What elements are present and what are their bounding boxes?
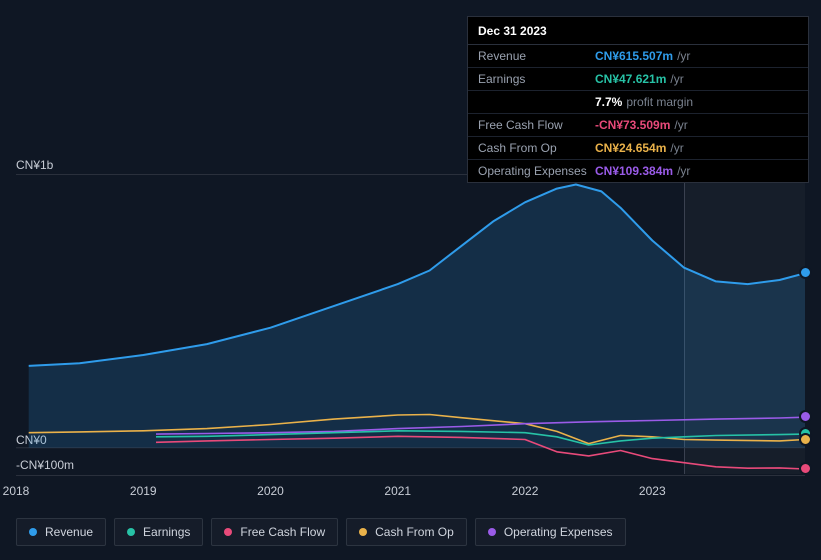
x-axis-tick: 2021 [384,484,411,498]
tooltip-row-label: Revenue [478,49,595,63]
legend-item-operating-expenses[interactable]: Operating Expenses [475,518,626,546]
chart-area: CN¥1b CN¥0 -CN¥100m [16,158,805,480]
legend-item-label: Revenue [45,525,93,539]
tooltip-date: Dec 31 2023 [468,17,808,45]
x-axis-tick: 2018 [3,484,30,498]
tooltip-row-label: Cash From Op [478,141,595,155]
tooltip-row-value: -CN¥73.509m/yr [595,118,688,132]
revenue-area [29,185,805,448]
legend-dot-icon [359,528,367,536]
series-end-dot [799,266,812,279]
chart-legend: Revenue Earnings Free Cash Flow Cash From O… [16,518,626,546]
tooltip-row-label: Free Cash Flow [478,118,595,132]
x-axis-tick: 2020 [257,484,284,498]
legend-item-earnings[interactable]: Earnings [114,518,203,546]
x-axis-tick: 2023 [639,484,666,498]
chart-tooltip: Dec 31 2023 RevenueCN¥615.507m/yrEarning… [467,16,809,183]
legend-item-label: Free Cash Flow [240,525,325,539]
legend-item-label: Operating Expenses [504,525,613,539]
y-axis-label-top: CN¥1b [16,158,53,172]
tooltip-row-label: Earnings [478,72,595,86]
legend-dot-icon [488,528,496,536]
tooltip-row: RevenueCN¥615.507m/yr [468,45,808,68]
legend-item-label: Cash From Op [375,525,454,539]
tooltip-row: Cash From OpCN¥24.654m/yr [468,137,808,160]
tooltip-row-label [478,95,595,109]
legend-item-free-cash-flow[interactable]: Free Cash Flow [211,518,338,546]
tooltip-row-value: CN¥615.507m/yr [595,49,690,63]
tooltip-row: 7.7%profit margin [468,91,808,114]
x-axis-tick: 2019 [130,484,157,498]
tooltip-row-value: CN¥109.384m/yr [595,164,690,178]
series-end-dot [799,462,812,475]
tooltip-row-value: CN¥47.621m/yr [595,72,684,86]
chart-plot[interactable] [16,174,805,476]
tooltip-row: Operating ExpensesCN¥109.384m/yr [468,160,808,182]
series-end-dot [799,410,812,423]
legend-dot-icon [127,528,135,536]
x-axis: 201820192020202120222023 [16,484,805,502]
legend-item-label: Earnings [143,525,190,539]
series-end-dot [799,433,812,446]
legend-item-revenue[interactable]: Revenue [16,518,106,546]
legend-dot-icon [224,528,232,536]
legend-item-cash-from-op[interactable]: Cash From Op [346,518,467,546]
x-axis-tick: 2022 [512,484,539,498]
tooltip-row: Free Cash Flow-CN¥73.509m/yr [468,114,808,137]
tooltip-row-value: CN¥24.654m/yr [595,141,684,155]
legend-dot-icon [29,528,37,536]
tooltip-row-value: 7.7%profit margin [595,95,693,109]
tooltip-row-label: Operating Expenses [478,164,595,178]
tooltip-row: EarningsCN¥47.621m/yr [468,68,808,91]
